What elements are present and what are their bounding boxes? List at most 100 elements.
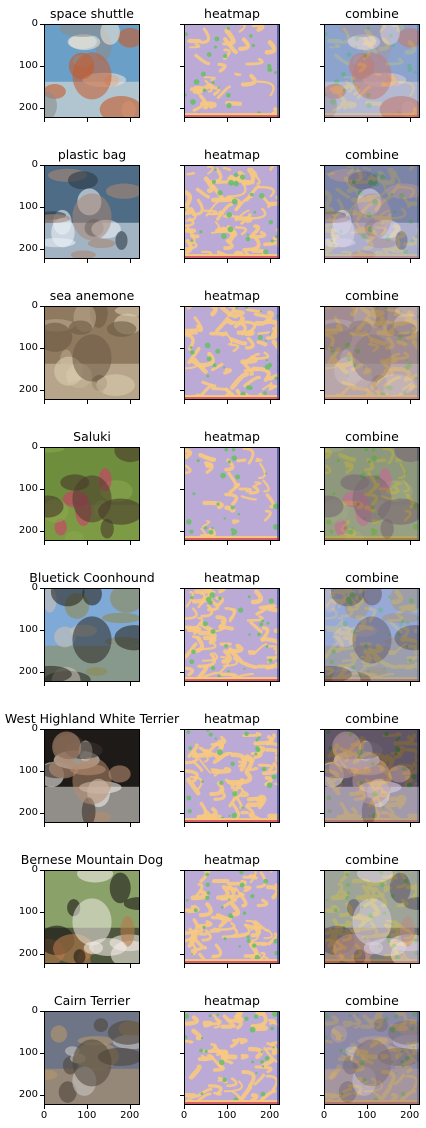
x-tick-mark (226, 682, 228, 686)
y-tick-mark (180, 24, 184, 25)
x-tick-mark (226, 259, 228, 263)
x-tick-label: 200 (260, 1110, 280, 1121)
y-tick-mark (320, 1052, 324, 1054)
y-tick-mark (180, 65, 184, 67)
y-tick-mark (320, 953, 324, 955)
y-tick-mark (320, 530, 324, 532)
y-tick-label: 100 (18, 905, 38, 917)
x-tick-mark (129, 118, 131, 122)
y-tick-mark (180, 107, 184, 109)
combine-title: combine (345, 288, 399, 303)
y-tick-label: 100 (18, 764, 38, 776)
x-tick-mark (226, 964, 228, 968)
y-tick-label: 0 (31, 441, 38, 452)
combine-title: combine (345, 429, 399, 444)
x-tick-label: 100 (357, 1110, 377, 1121)
x-tick-mark (269, 541, 271, 545)
y-tick-label: 0 (31, 18, 38, 29)
x-tick-mark (129, 400, 131, 404)
x-tick-mark (44, 1105, 45, 1109)
y-tick-mark (40, 1094, 44, 1096)
y-tick-mark (180, 306, 184, 307)
heatmap-panel (184, 588, 280, 682)
x-tick-mark (86, 823, 88, 827)
x-tick-label: 200 (400, 1110, 420, 1121)
heatmap-title: heatmap (204, 711, 260, 726)
heatmap-panel (184, 306, 280, 400)
y-tick-mark (180, 1011, 184, 1012)
x-tick-mark (269, 682, 271, 686)
y-tick-mark (180, 165, 184, 166)
x-tick-mark (324, 541, 325, 545)
y-tick-label: 100 (18, 200, 38, 212)
y-tick-mark (40, 107, 44, 109)
x-tick-mark (409, 118, 411, 122)
image-panel (44, 870, 140, 964)
x-tick-mark (366, 400, 368, 404)
x-tick-mark (129, 259, 131, 263)
row-label: Bernese Mountain Dog (20, 852, 164, 867)
y-tick-mark (180, 389, 184, 391)
x-tick-mark (226, 118, 228, 122)
x-tick-mark (44, 118, 45, 122)
x-tick-mark (366, 118, 368, 122)
y-tick-mark (180, 671, 184, 673)
x-tick-mark (184, 823, 185, 827)
x-tick-label: 0 (40, 1110, 48, 1121)
y-tick-mark (320, 911, 324, 913)
y-tick-mark (40, 165, 44, 166)
x-tick-mark (184, 964, 185, 968)
y-tick-label: 0 (31, 159, 38, 170)
row-label: Saluki (73, 429, 111, 444)
heatmap-panel (184, 24, 280, 118)
x-tick-mark (269, 1105, 271, 1109)
x-tick-mark (409, 400, 411, 404)
y-tick-label: 200 (18, 524, 38, 536)
combine-panel (324, 870, 420, 964)
y-tick-label: 200 (18, 383, 38, 395)
combine-title: combine (345, 993, 399, 1008)
x-tick-mark (324, 823, 325, 827)
x-tick-mark (184, 259, 185, 263)
y-tick-mark (40, 65, 44, 67)
x-tick-mark (44, 259, 45, 263)
x-tick-mark (226, 823, 228, 827)
y-tick-mark (180, 911, 184, 913)
y-tick-mark (40, 347, 44, 349)
x-tick-mark (184, 1105, 185, 1109)
x-tick-label: 100 (217, 1110, 237, 1121)
y-tick-mark (320, 629, 324, 631)
x-tick-mark (366, 823, 368, 827)
y-tick-mark (40, 447, 44, 448)
x-tick-mark (184, 541, 185, 545)
x-tick-mark (409, 259, 411, 263)
row-label: space shuttle (50, 6, 134, 21)
x-tick-label: 200 (120, 1110, 140, 1121)
y-tick-mark (40, 206, 44, 208)
x-tick-mark (269, 964, 271, 968)
y-tick-mark (180, 1052, 184, 1054)
image-panel (44, 24, 140, 118)
y-tick-label: 200 (18, 101, 38, 113)
combine-panel (324, 1011, 420, 1105)
y-tick-mark (40, 953, 44, 955)
x-tick-mark (86, 682, 88, 686)
row-label: plastic bag (57, 147, 127, 162)
x-tick-mark (324, 1105, 325, 1109)
y-tick-mark (180, 629, 184, 631)
heatmap-panel (184, 1011, 280, 1105)
x-tick-mark (129, 823, 131, 827)
y-tick-mark (320, 1011, 324, 1012)
y-tick-mark (320, 1094, 324, 1096)
x-tick-mark (269, 118, 271, 122)
y-tick-mark (180, 729, 184, 730)
heatmap-title: heatmap (204, 288, 260, 303)
y-tick-mark (40, 911, 44, 913)
y-tick-label: 0 (31, 300, 38, 311)
y-tick-mark (320, 389, 324, 391)
x-tick-mark (366, 1105, 368, 1109)
y-tick-mark (180, 1094, 184, 1096)
y-tick-mark (40, 24, 44, 25)
y-tick-label: 100 (18, 341, 38, 353)
heatmap-title: heatmap (204, 852, 260, 867)
